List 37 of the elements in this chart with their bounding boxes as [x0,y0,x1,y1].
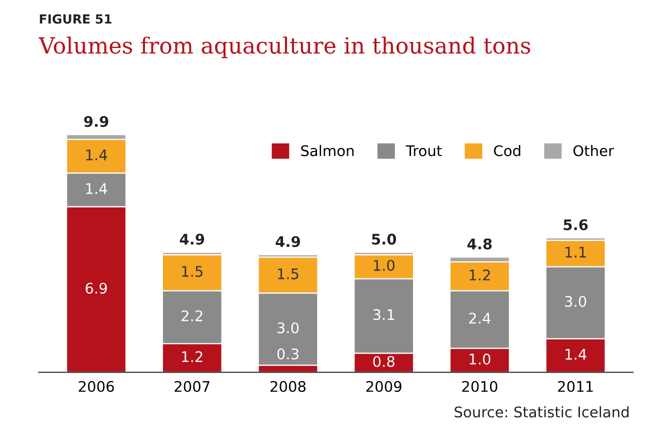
data-label: 2.2 [182,310,202,322]
data-label: 0.3 [277,348,298,360]
data-label: 1.4 [566,348,586,360]
data-label: 1.5 [182,266,202,277]
data-label: 0.8 [373,356,394,367]
data-label: 1.2 [470,269,490,280]
data-label: 1.0 [374,260,394,271]
data-label: 6.9 [86,282,107,294]
source-note: Source: Statistic Iceland [454,406,629,418]
total-label: 9.9 [84,116,108,127]
total-label: 4.9 [276,236,300,248]
legend-label: Cod [494,144,520,156]
chart-subtitle: FIGURE 51 [40,14,112,24]
data-label: 3.0 [278,322,299,334]
legend-label: Trout [406,145,442,156]
total-label: 4.9 [180,234,204,245]
total-label: 5.6 [564,219,588,230]
x-tick-label: 2010 [462,380,498,392]
data-label: 1.0 [470,354,490,365]
x-tick-label: 2011 [558,380,593,392]
x-tick-label: 2007 [174,380,210,392]
data-label: 3.1 [373,309,394,320]
total-label: 5.0 [372,234,396,245]
chart-title: Volumes from aquaculture in thousand tons [38,36,530,58]
legend-label: Salmon [301,144,354,156]
total-label: 4.8 [467,238,492,250]
x-tick-label: 2008 [270,380,306,392]
data-label: 1.1 [566,246,586,258]
legend-label: Other [573,144,614,156]
x-tick-label: 2006 [78,380,114,392]
data-label: 3.0 [565,296,586,307]
data-label: 1.5 [278,268,298,280]
data-label: 1.4 [86,183,108,194]
data-label: 1.2 [182,351,202,362]
data-label: 2.4 [469,312,490,324]
x-tick-label: 2009 [366,380,402,392]
data-label: 1.4 [86,150,108,160]
